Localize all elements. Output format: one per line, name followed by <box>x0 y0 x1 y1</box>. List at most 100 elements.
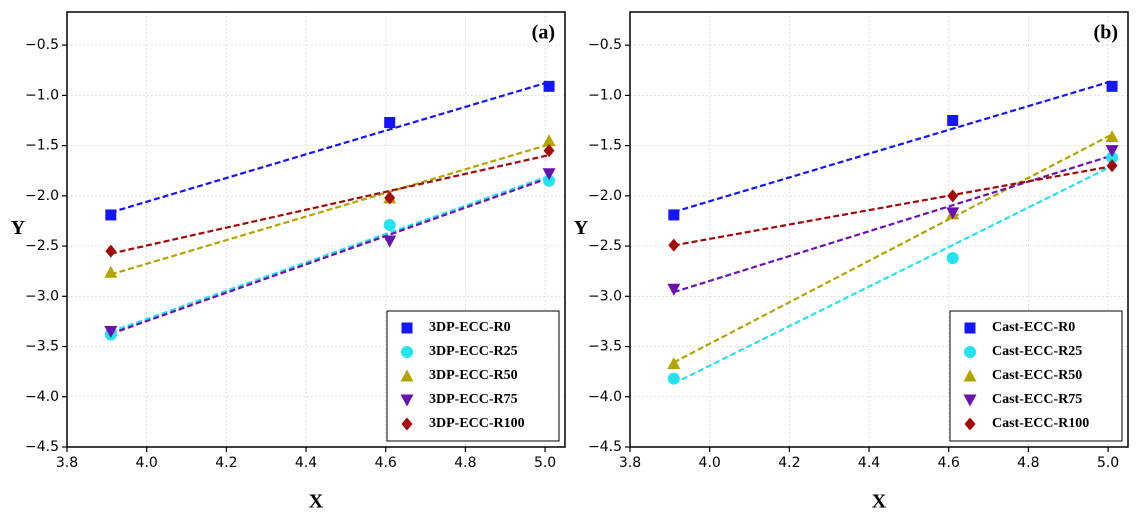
marker <box>963 394 977 407</box>
x-tick-label: 4.4 <box>295 455 317 471</box>
trend-line <box>673 165 1113 247</box>
marker <box>543 174 556 187</box>
marker <box>964 417 976 431</box>
legend-box <box>949 310 1123 442</box>
trend-line <box>673 165 1113 385</box>
y-tick-label: −1.0 <box>25 87 59 103</box>
marker <box>384 117 396 129</box>
y-axis-label: Y <box>574 217 589 239</box>
marker <box>105 209 117 221</box>
x-tick-label: 5.0 <box>534 455 556 471</box>
marker <box>964 346 976 358</box>
marker <box>400 369 414 382</box>
marker <box>400 394 414 407</box>
x-tick-label: 3.8 <box>619 455 641 471</box>
marker <box>104 325 118 338</box>
legend-label: Cast-ECC-R50 <box>992 368 1082 383</box>
y-tick-label: −1.5 <box>588 138 622 154</box>
legend-label: Cast-ECC-R25 <box>992 344 1082 359</box>
x-tick-label: 4.2 <box>778 455 800 471</box>
y-tick-label: −0.5 <box>588 37 622 53</box>
x-tick-label: 4.6 <box>938 455 960 471</box>
marker <box>1106 159 1118 173</box>
y-axis-label: Y <box>11 217 26 239</box>
y-tick-label: −4.0 <box>588 389 622 405</box>
marker <box>668 209 680 221</box>
legend-label: 3DP-ECC-R25 <box>429 344 518 359</box>
x-tick-label: 5.0 <box>1097 455 1119 471</box>
legend-label: 3DP-ECC-R50 <box>429 368 518 383</box>
marker <box>668 238 680 252</box>
marker <box>667 357 681 370</box>
y-tick-label: −2.0 <box>588 188 622 204</box>
x-tick-label: 4.6 <box>375 455 397 471</box>
legend-label: 3DP-ECC-R75 <box>429 392 518 407</box>
marker <box>667 372 680 385</box>
legend-label: 3DP-ECC-R0 <box>429 320 511 335</box>
marker <box>963 369 977 382</box>
plot-frame <box>66 11 566 448</box>
x-tick-label: 4.0 <box>699 455 721 471</box>
marker <box>542 134 556 147</box>
marker <box>1105 130 1119 143</box>
y-tick-label: −2.5 <box>588 238 622 254</box>
marker <box>401 417 413 431</box>
y-tick-label: −3.5 <box>588 339 622 355</box>
y-tick-label: −2.0 <box>25 188 59 204</box>
marker <box>383 235 397 248</box>
marker <box>947 114 959 126</box>
trend-line <box>110 174 550 333</box>
trend-line <box>110 143 550 276</box>
marker <box>1105 145 1119 158</box>
y-tick-label: −1.0 <box>588 87 622 103</box>
y-tick-label: −1.5 <box>25 138 59 154</box>
trend-line <box>673 154 1113 294</box>
legend-label: Cast-ECC-R75 <box>992 392 1082 407</box>
trend-line <box>110 176 550 335</box>
x-tick-label: 4.8 <box>1017 455 1039 471</box>
y-tick-label: −4.5 <box>25 439 59 455</box>
marker <box>1106 151 1119 164</box>
y-tick-label: −3.0 <box>25 288 59 304</box>
x-tick-label: 4.2 <box>215 455 237 471</box>
y-tick-label: −2.5 <box>25 238 59 254</box>
marker <box>384 191 396 205</box>
marker <box>964 322 976 334</box>
y-tick-label: −3.0 <box>588 288 622 304</box>
marker <box>543 144 555 158</box>
legend-label: Cast-ECC-R0 <box>992 320 1075 335</box>
marker <box>105 244 117 258</box>
marker <box>104 265 118 278</box>
legend-label: Cast-ECC-R100 <box>992 416 1089 431</box>
panel-label: (b) <box>1094 22 1118 44</box>
y-tick-label: −4.5 <box>588 439 622 455</box>
marker <box>383 218 396 231</box>
marker <box>1106 80 1118 92</box>
x-tick-label: 4.0 <box>136 455 158 471</box>
y-tick-label: −3.5 <box>25 339 59 355</box>
x-axis-label: X <box>872 491 887 513</box>
marker <box>543 80 555 92</box>
marker <box>947 189 959 203</box>
panel-label: (a) <box>532 22 555 44</box>
legend-label: 3DP-ECC-R100 <box>429 416 525 431</box>
marker <box>401 346 413 358</box>
marker <box>667 283 681 296</box>
x-axis-label: X <box>309 491 324 513</box>
x-tick-label: 4.8 <box>454 455 476 471</box>
marker <box>946 207 960 220</box>
plot-frame <box>629 11 1129 448</box>
trend-line <box>673 80 1113 214</box>
trend-line <box>110 80 550 214</box>
y-tick-label: −4.0 <box>25 389 59 405</box>
marker <box>401 322 413 334</box>
trend-line <box>110 153 550 255</box>
x-tick-label: 3.8 <box>56 455 78 471</box>
marker <box>946 252 959 265</box>
trend-line <box>673 133 1113 364</box>
y-tick-label: −0.5 <box>25 37 59 53</box>
marker <box>542 168 556 181</box>
x-tick-label: 4.4 <box>858 455 880 471</box>
legend-box <box>386 310 560 442</box>
